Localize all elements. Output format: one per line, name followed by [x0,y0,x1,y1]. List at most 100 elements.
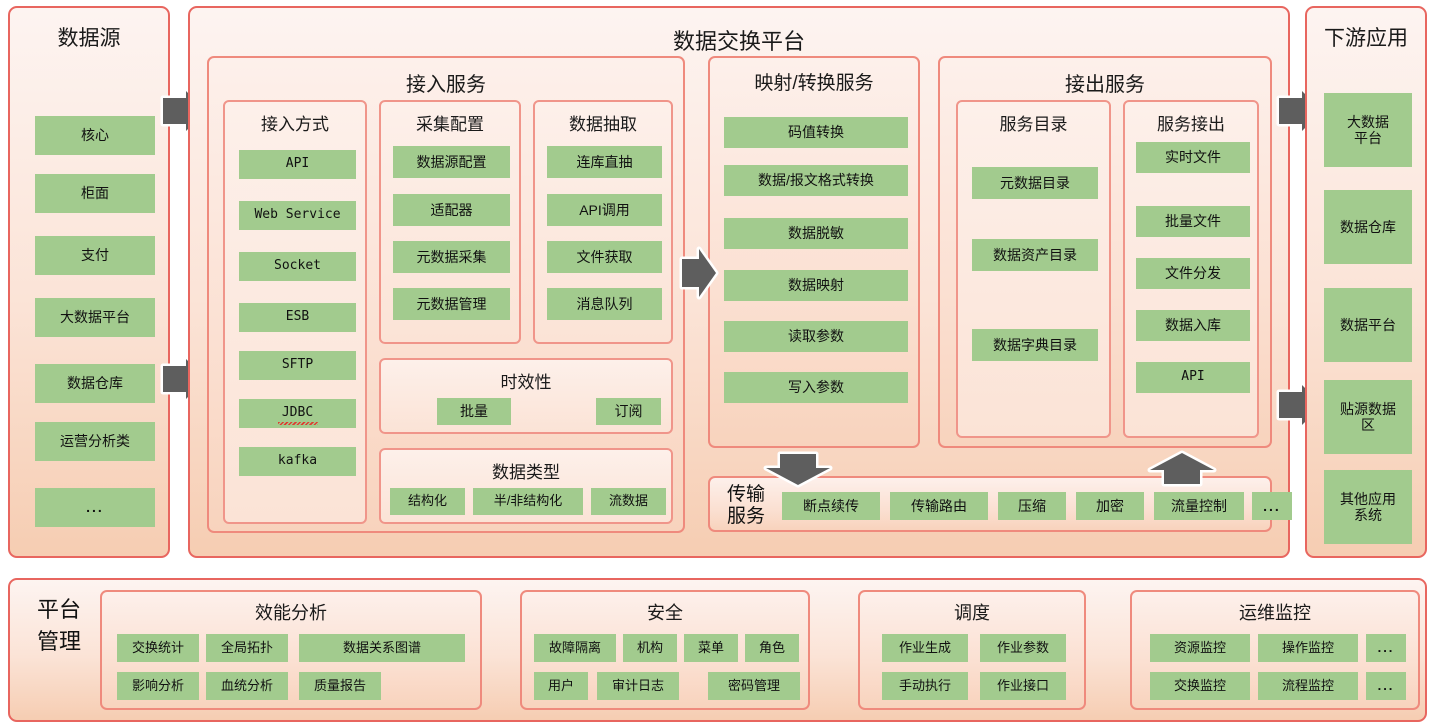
security-item-audit-log[interactable]: 审计日志 [597,672,679,700]
arrow-up-from-transport [1142,450,1222,488]
collect-config-item-datasource-config[interactable]: 数据源配置 [393,146,510,178]
access-mode-item-webservice[interactable]: Web Service [239,201,356,230]
efficiency-item-quality-report[interactable]: 质量报告 [299,672,381,700]
data-extract-item-api-call[interactable]: API调用 [547,194,662,226]
downstream-item-source-zone[interactable]: 贴源数据 区 [1324,380,1412,454]
service-catalog-item-dictionary[interactable]: 数据字典目录 [972,329,1098,361]
security-title: 安全 [647,603,683,623]
data-type-item-semi-unstructured[interactable]: 半/非结构化 [473,488,583,515]
service-export-item-data-load[interactable]: 数据入库 [1136,310,1250,341]
service-export-item-batch-file[interactable]: 批量文件 [1136,206,1250,237]
efficiency-item-lineage-analysis[interactable]: 血统分析 [206,672,288,700]
output-service-title: 接出服务 [1065,74,1145,96]
platform-management-title: 平台 管理 [36,597,81,654]
security-item-menu[interactable]: 菜单 [684,634,738,662]
service-export-title: 服务接出 [1157,115,1225,134]
scheduling-item-job-params[interactable]: 作业参数 [980,634,1066,662]
ops-item-process-monitor[interactable]: 流程监控 [1258,672,1358,700]
ops-item-more-bottom[interactable]: ... [1366,672,1406,700]
ops-item-operation-monitor[interactable]: 操作监控 [1258,634,1358,662]
mapping-item-format-convert[interactable]: 数据/报文格式转换 [724,165,908,196]
downstream-title: 下游应用 [1324,27,1408,50]
transport-item-encrypt[interactable]: 加密 [1076,492,1144,520]
collect-config-item-metadata-manage[interactable]: 元数据管理 [393,288,510,320]
transport-item-resume[interactable]: 断点续传 [782,492,880,520]
timeliness-item-batch[interactable]: 批量 [437,398,511,425]
output-service-panel: 接出服务 服务目录 元数据目录 数据资产目录 数据字典目录 服务接出 实时文件 … [938,56,1272,448]
mapping-service-panel: 映射/转换服务 码值转换 数据/报文格式转换 数据脱敏 数据映射 读取参数 写入… [708,56,920,448]
transport-item-flow-ctrl[interactable]: 流量控制 [1154,492,1244,520]
access-service-panel: 接入服务 接入方式 API Web Service Socket ESB SFT… [207,56,685,533]
timeliness-panel: 时效性 批量 订阅 [379,358,673,434]
mapping-item-read-params[interactable]: 读取参数 [724,321,908,352]
data-type-item-stream[interactable]: 流数据 [591,488,666,515]
data-exchange-platform-panel: 数据交换平台 接入服务 接入方式 API Web Service Socket … [188,6,1292,558]
data-source-item-warehouse[interactable]: 数据仓库 [35,364,155,403]
efficiency-item-exchange-stats[interactable]: 交换统计 [117,634,199,662]
access-mode-item-api[interactable]: API [239,150,356,179]
efficiency-analysis-title: 效能分析 [255,603,327,623]
scheduling-item-job-generate[interactable]: 作业生成 [882,634,968,662]
security-panel: 安全 故障隔离 机构 菜单 角色 用户 审计日志 密码管理 [520,590,810,710]
service-catalog-item-asset[interactable]: 数据资产目录 [972,239,1098,271]
transport-item-more[interactable]: ... [1252,492,1292,520]
service-catalog-title: 服务目录 [999,115,1068,134]
scheduling-panel: 调度 作业生成 作业参数 手动执行 作业接口 [858,590,1086,710]
ops-item-exchange-monitor[interactable]: 交换监控 [1150,672,1250,700]
data-source-item-counter[interactable]: 柜面 [35,174,155,213]
scheduling-item-job-interface[interactable]: 作业接口 [980,672,1066,700]
security-item-organization[interactable]: 机构 [623,634,677,662]
data-source-item-core[interactable]: 核心 [35,116,155,155]
service-export-panel: 服务接出 实时文件 批量文件 文件分发 数据入库 API [1123,100,1259,438]
access-mode-item-jdbc[interactable]: JDBC [239,399,356,428]
access-mode-item-sftp[interactable]: SFTP [239,351,356,380]
security-item-user[interactable]: 用户 [534,672,588,700]
access-mode-panel: 接入方式 API Web Service Socket ESB SFTP JDB… [223,100,367,524]
scheduling-item-manual-run[interactable]: 手动执行 [882,672,968,700]
data-source-item-operations[interactable]: 运营分析类 [35,422,155,461]
efficiency-item-data-relation-graph[interactable]: 数据关系图谱 [299,634,465,662]
data-source-panel: 数据源 核心 柜面 支付 大数据平台 数据仓库 运营分析类 ... [8,6,170,558]
ops-item-resource-monitor[interactable]: 资源监控 [1150,634,1250,662]
security-item-role[interactable]: 角色 [745,634,799,662]
mapping-item-write-params[interactable]: 写入参数 [724,372,908,403]
transport-item-compress[interactable]: 压缩 [998,492,1066,520]
efficiency-item-impact-analysis[interactable]: 影响分析 [117,672,199,700]
collect-config-title: 采集配置 [416,115,484,134]
data-source-item-more[interactable]: ... [35,488,155,527]
security-item-fault-isolation[interactable]: 故障隔离 [534,634,616,662]
data-type-item-structured[interactable]: 结构化 [390,488,465,515]
access-service-title: 接入服务 [406,74,486,96]
mapping-item-code-convert[interactable]: 码值转换 [724,117,908,148]
collect-config-panel: 采集配置 数据源配置 适配器 元数据采集 元数据管理 [379,100,521,344]
timeliness-item-subscribe[interactable]: 订阅 [596,398,661,425]
transport-item-route[interactable]: 传输路由 [890,492,988,520]
mapping-item-desensitize[interactable]: 数据脱敏 [724,218,908,249]
collect-config-item-metadata-collect[interactable]: 元数据采集 [393,241,510,273]
data-extract-item-message-queue[interactable]: 消息队列 [547,288,662,320]
ops-item-more-top[interactable]: ... [1366,634,1406,662]
downstream-item-data-platform[interactable]: 数据平台 [1324,288,1412,362]
efficiency-item-global-topology[interactable]: 全局拓扑 [206,634,288,662]
downstream-item-bigdata-platform[interactable]: 大数据 平台 [1324,93,1412,167]
downstream-item-warehouse[interactable]: 数据仓库 [1324,190,1412,264]
data-source-item-payment[interactable]: 支付 [35,236,155,275]
mapping-item-data-mapping[interactable]: 数据映射 [724,270,908,301]
access-mode-title: 接入方式 [261,115,329,134]
service-export-item-api[interactable]: API [1136,362,1250,393]
security-item-password-manage[interactable]: 密码管理 [708,672,800,700]
arrow-down-to-transport [758,450,838,488]
service-export-item-realtime-file[interactable]: 实时文件 [1136,142,1250,173]
access-mode-item-kafka[interactable]: kafka [239,447,356,476]
data-extract-item-file-fetch[interactable]: 文件获取 [547,241,662,273]
access-mode-item-socket[interactable]: Socket [239,252,356,281]
downstream-item-other-systems[interactable]: 其他应用 系统 [1324,470,1412,544]
data-source-item-bigdata[interactable]: 大数据平台 [35,298,155,337]
service-export-item-file-dispatch[interactable]: 文件分发 [1136,258,1250,289]
data-extract-item-direct-db[interactable]: 连库直抽 [547,146,662,178]
access-mode-item-esb[interactable]: ESB [239,303,356,332]
data-extract-title: 数据抽取 [569,115,637,134]
service-catalog-item-metadata[interactable]: 元数据目录 [972,167,1098,199]
data-type-title: 数据类型 [492,463,560,482]
collect-config-item-adapter[interactable]: 适配器 [393,194,510,226]
